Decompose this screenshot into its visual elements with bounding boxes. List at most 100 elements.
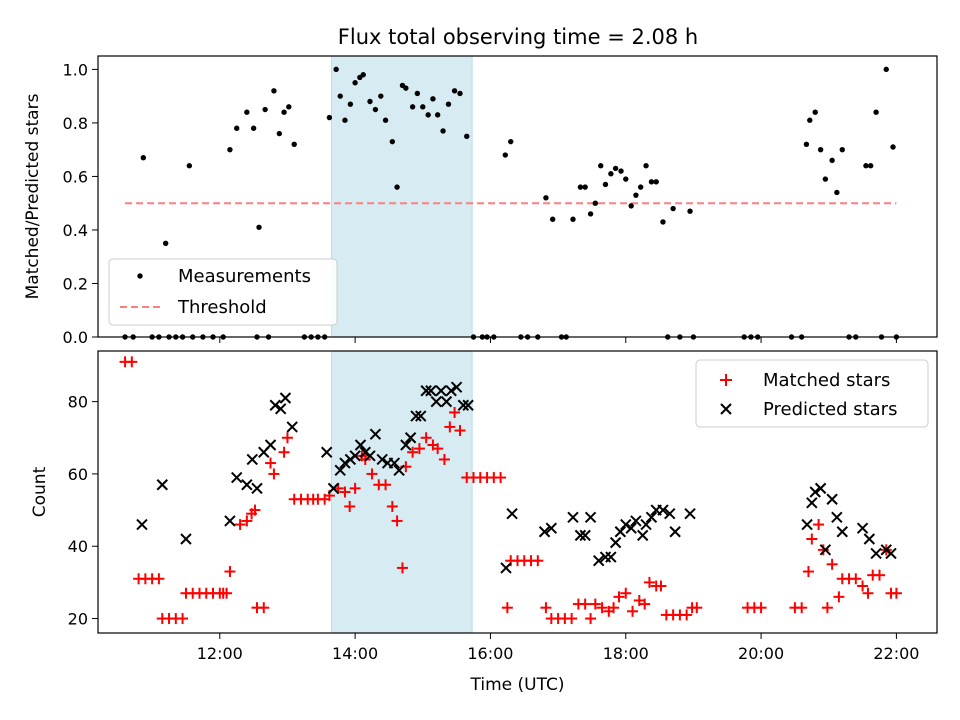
measurement-point: [451, 88, 458, 94]
bottom-x-tick-label: 12:00: [197, 644, 243, 663]
measurement-point: [250, 125, 257, 131]
predicted-star-point: [425, 385, 437, 397]
predicted-star-point: [870, 547, 882, 560]
top-y-tick-label: 0.8: [63, 114, 88, 133]
measurement-point: [660, 219, 666, 225]
matched-star-point: [177, 613, 189, 625]
measurement-point: [464, 133, 470, 139]
matched-star-point: [608, 602, 620, 614]
predicted-star-point: [320, 446, 333, 458]
matched-star-point: [396, 562, 408, 574]
predicted-star-point: [274, 403, 287, 415]
measurement-point: [543, 195, 549, 201]
predicted-star-point: [657, 504, 669, 516]
measurement-point: [577, 184, 584, 190]
measurement-point: [378, 93, 384, 99]
matched-star-point: [495, 472, 507, 484]
measurement-point: [633, 192, 639, 198]
measurement-point: [592, 200, 599, 206]
legend-measurements-marker: [137, 273, 143, 279]
matched-star-point: [432, 443, 444, 455]
predicted-star-point: [567, 511, 579, 524]
measurement-point: [271, 88, 277, 94]
bottom-panel: 20 40 60 80 12:00 14:00 16:00 18:00 20:00 22:00 C…: [30, 350, 938, 695]
predicted-star-point: [579, 529, 591, 542]
predicted-star-point: [614, 526, 627, 538]
measurement-point: [227, 146, 233, 153]
bottom-x-axis-label: Time (UTC): [470, 675, 565, 695]
matched-star-point: [221, 587, 233, 599]
top-y-tick-label: 1.0: [63, 60, 88, 79]
matched-star-point: [344, 500, 356, 512]
predicted-star-point: [339, 457, 351, 469]
measurement-point: [434, 112, 441, 118]
predicted-star-point: [349, 450, 361, 462]
legend-matched-label: Matched stars: [763, 370, 890, 391]
matched-star-point: [278, 446, 290, 458]
predicted-star-point: [609, 536, 622, 549]
predicted-star-point: [630, 515, 642, 527]
measurement-point: [670, 205, 676, 212]
measurement-point: [457, 90, 463, 97]
bottom-axis-ticks: 20 40 60 80 12:00 14:00 16:00 18:00 20:00 22:00: [68, 393, 920, 663]
predicted-star-point: [457, 399, 470, 411]
measurement-point: [502, 152, 509, 158]
bottom-highlight-span: [330, 350, 473, 634]
matched-star-point: [386, 500, 398, 512]
measurement-point: [256, 224, 262, 230]
predicted-star-point: [279, 392, 292, 404]
predicted-star-point: [376, 453, 388, 466]
measurement-point: [140, 154, 147, 161]
predicted-star-point: [620, 518, 632, 531]
matched-star-point: [224, 566, 236, 578]
measurement-point: [618, 168, 624, 174]
predicted-star-point: [801, 518, 813, 531]
top-y-axis-label: Matched/Predicted stars: [23, 93, 43, 299]
predicted-star-point: [251, 482, 263, 495]
measurement-point: [822, 176, 829, 182]
predicted-star-point: [856, 522, 869, 534]
measurement-point: [445, 101, 452, 107]
measurement-point: [863, 163, 869, 169]
bottom-y-tick-label: 40: [68, 537, 88, 556]
matched-star-point: [241, 515, 253, 527]
predicted-star-point: [224, 515, 236, 527]
matched-star-point: [126, 356, 138, 368]
measurement-point: [602, 181, 609, 188]
predicted-star-point: [462, 399, 474, 411]
predicted-star-point: [241, 479, 253, 491]
matched-star-point: [566, 613, 578, 625]
predicted-star-point: [826, 493, 838, 505]
predicted-star-point: [430, 395, 443, 408]
predicted-star-point: [836, 526, 848, 538]
legend-measurements-label: Measurements: [178, 266, 311, 287]
matched-star-point: [391, 515, 403, 527]
predicted-star-point: [809, 486, 821, 498]
measurement-point: [839, 146, 845, 153]
measurement-point: [372, 106, 379, 113]
measurement-point: [244, 109, 250, 115]
predicted-star-point: [445, 385, 457, 397]
bottom-legend-box: [695, 359, 929, 428]
matched-star-point: [234, 519, 246, 531]
predicted-star-point: [814, 482, 827, 495]
measurement-point: [803, 141, 810, 148]
measurement-point: [425, 112, 431, 118]
measurement-point: [582, 184, 588, 190]
bottom-x-tick-label: 22:00: [873, 644, 919, 663]
top-y-tick-label: 0.6: [63, 167, 88, 186]
measurement-point: [409, 104, 416, 110]
measurement-point: [817, 146, 824, 153]
matched-star-point: [366, 468, 378, 480]
measurement-point: [382, 117, 389, 123]
predicted-star-point: [369, 428, 382, 440]
matched-star-point: [620, 587, 632, 599]
top-legend: Measurements Threshold: [108, 258, 338, 326]
measurement-point: [367, 98, 373, 105]
predicted-star-point: [156, 479, 168, 491]
predicted-star-point: [400, 439, 412, 451]
measurement-point: [570, 216, 576, 222]
matched-star-point: [826, 558, 838, 570]
matched-star-point: [258, 602, 270, 614]
